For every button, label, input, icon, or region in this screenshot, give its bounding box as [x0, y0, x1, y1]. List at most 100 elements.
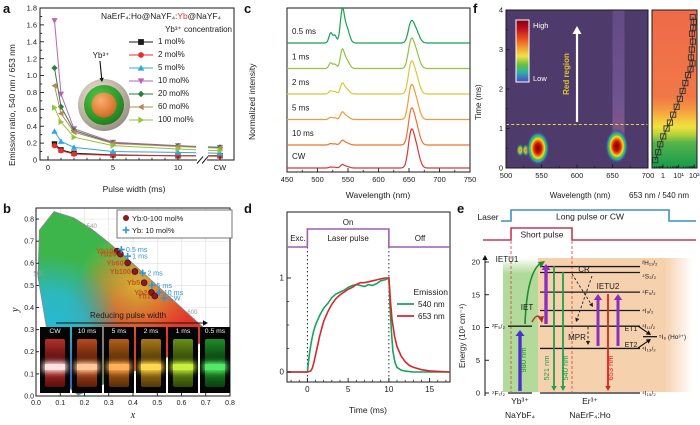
svg-text:0.0: 0.0	[31, 400, 41, 407]
svg-text:540 nm: 540 nm	[418, 300, 445, 309]
svg-text:0.5: 0.5	[152, 400, 162, 407]
panel-b-legend: Yb:0-100 mol% Yb: 10 mol%	[116, 209, 233, 239]
svg-text:4: 4	[499, 6, 503, 15]
cuvette	[109, 339, 129, 387]
svg-text:0.2: 0.2	[27, 139, 37, 148]
svg-text:Reducing pulse width: Reducing pulse width	[90, 311, 166, 320]
svg-text:600: 600	[187, 310, 198, 316]
svg-text:500: 500	[500, 171, 513, 180]
panel-f-xlabel-right: 653 nm / 540 nm	[628, 191, 690, 200]
svg-text:0.3: 0.3	[24, 327, 34, 334]
panel-e-letter: e	[457, 201, 465, 216]
panel-f: Red region High Low 500 550 600 650 700 0 1 2 3 4 1 10…	[470, 0, 700, 205]
svg-text:0.0: 0.0	[24, 393, 34, 400]
panel-a-plot: 0 0.2 0.4 0.6 0.8 1.0 1.2 1.4 1.6 1.8 0 5 10 CW Yb³⁺	[27, 4, 235, 172]
svg-text:ET1: ET1	[625, 326, 638, 333]
svg-text:0: 0	[280, 368, 285, 377]
svg-text:0.4: 0.4	[27, 122, 37, 131]
svg-text:0.5 ms: 0.5 ms	[292, 27, 316, 36]
spectrum-5 ms	[287, 83, 470, 121]
svg-text:Yb100: Yb100	[110, 267, 131, 276]
svg-text:1: 1	[499, 124, 503, 133]
cuvette-photo: 1 ms	[168, 327, 198, 393]
svg-text:On: On	[343, 218, 354, 227]
svg-text:Yb³⁺: Yb³⁺	[511, 396, 529, 406]
svg-text:500: 500	[33, 271, 44, 277]
spectrum-0.5 ms	[287, 6, 470, 44]
svg-text:10 ms: 10 ms	[164, 288, 184, 297]
panel-d-legend: Emission 540 nm 653 nm	[397, 287, 448, 321]
panel-a-xlabel: Pulse width (ms)	[102, 184, 166, 194]
svg-text:Emission: Emission	[414, 287, 449, 297]
svg-text:10 ms: 10 ms	[292, 129, 314, 138]
svg-text:1.6: 1.6	[27, 20, 37, 29]
svg-text:MPR: MPR	[568, 333, 586, 342]
svg-text:540 nm: 540 nm	[561, 355, 570, 380]
panel-b-xlabel: x	[130, 410, 136, 421]
svg-text:0.6: 0.6	[24, 261, 34, 268]
svg-text:⁵I₆ (Ho³⁺): ⁵I₆ (Ho³⁺)	[659, 334, 686, 341]
spectrum-CW	[287, 128, 470, 169]
ratio-plot-background	[652, 10, 697, 168]
svg-text:Off: Off	[415, 234, 426, 243]
svg-text:CW: CW	[292, 152, 306, 161]
spectrum-10 ms	[287, 107, 470, 146]
svg-text:0.4: 0.4	[24, 305, 34, 312]
svg-text:10¹: 10¹	[673, 171, 684, 180]
svg-text:5: 5	[111, 163, 115, 172]
svg-text:0.6: 0.6	[177, 400, 187, 407]
panel-c-letter: c	[244, 1, 252, 16]
legend-item: 10 mol%	[128, 74, 234, 87]
svg-text:1.8: 1.8	[27, 4, 37, 13]
svg-text:15: 15	[472, 290, 480, 299]
svg-text:650: 650	[403, 175, 416, 184]
svg-text:700: 700	[433, 175, 446, 184]
svg-text:Yb:0-100 mol%: Yb:0-100 mol%	[132, 214, 184, 223]
svg-text:0: 0	[476, 389, 480, 398]
emission-band	[45, 363, 65, 370]
svg-text:0.6: 0.6	[27, 105, 37, 114]
svg-text:0.2: 0.2	[80, 400, 90, 407]
cuvette	[77, 339, 97, 387]
svg-text:Exc.: Exc.	[290, 234, 306, 243]
svg-text:CR: CR	[578, 265, 590, 274]
legend-item: 2 mol%	[128, 48, 234, 61]
svg-text:NaErF₄:Ho: NaErF₄:Ho	[569, 410, 611, 420]
svg-text:2 ms: 2 ms	[292, 78, 309, 87]
svg-text:Short pulse: Short pulse	[521, 230, 564, 240]
cuvette	[173, 339, 193, 387]
short-pulse-trace	[483, 227, 696, 241]
svg-text:CW: CW	[169, 294, 181, 303]
svg-text:²H₁₁/₂: ²H₁₁/₂	[642, 260, 658, 267]
panel-c: 450 500 550 600 650 700 750 0.5 ms 1 ms 2 ms 5 ms 1…	[242, 0, 476, 205]
emission-trace-653 nm	[287, 277, 451, 373]
panel-a: 0 0.2 0.4 0.6 0.8 1.0 1.2 1.4 1.6 1.8 0 5 10 CW Yb³⁺ E…	[0, 0, 242, 200]
cuvette-photo: 10 ms	[72, 327, 102, 393]
cuvette	[141, 339, 161, 387]
svg-text:Er³⁺: Er³⁺	[582, 396, 598, 406]
svg-text:Long pulse or CW: Long pulse or CW	[556, 212, 624, 222]
svg-text:Red region: Red region	[562, 53, 571, 95]
svg-text:10: 10	[384, 385, 393, 394]
svg-text:2: 2	[499, 85, 503, 94]
svg-text:0.1: 0.1	[55, 400, 65, 407]
svg-text:980 nm: 980 nm	[519, 347, 528, 372]
svg-text:653 nm: 653 nm	[418, 312, 445, 321]
panel-b-ylabel: y	[10, 307, 21, 312]
panel-d-letter: d	[244, 201, 252, 216]
emission-band	[205, 363, 225, 370]
svg-text:Yb: 10 mol%: Yb: 10 mol%	[132, 226, 175, 235]
panel-b: 500 540 600 0.0 0.0 0.1 0.1 0.2 0.2 0.3 0.3 0.4 0.4 0…	[0, 200, 242, 425]
cuvette-photo: CW	[40, 327, 70, 393]
svg-text:Yb60: Yb60	[106, 258, 123, 267]
svg-text:1.0: 1.0	[27, 71, 37, 80]
svg-text:IET: IET	[521, 303, 534, 312]
svg-text:1 ms: 1 ms	[132, 252, 148, 261]
svg-text:5: 5	[476, 356, 480, 365]
svg-text:10²: 10²	[689, 171, 700, 180]
emission-band	[173, 363, 193, 370]
svg-text:653 nm: 653 nm	[606, 355, 615, 380]
svg-text:²F₅/₂: ²F₅/₂	[492, 324, 506, 331]
cuvette-label: 10 ms	[77, 328, 97, 335]
